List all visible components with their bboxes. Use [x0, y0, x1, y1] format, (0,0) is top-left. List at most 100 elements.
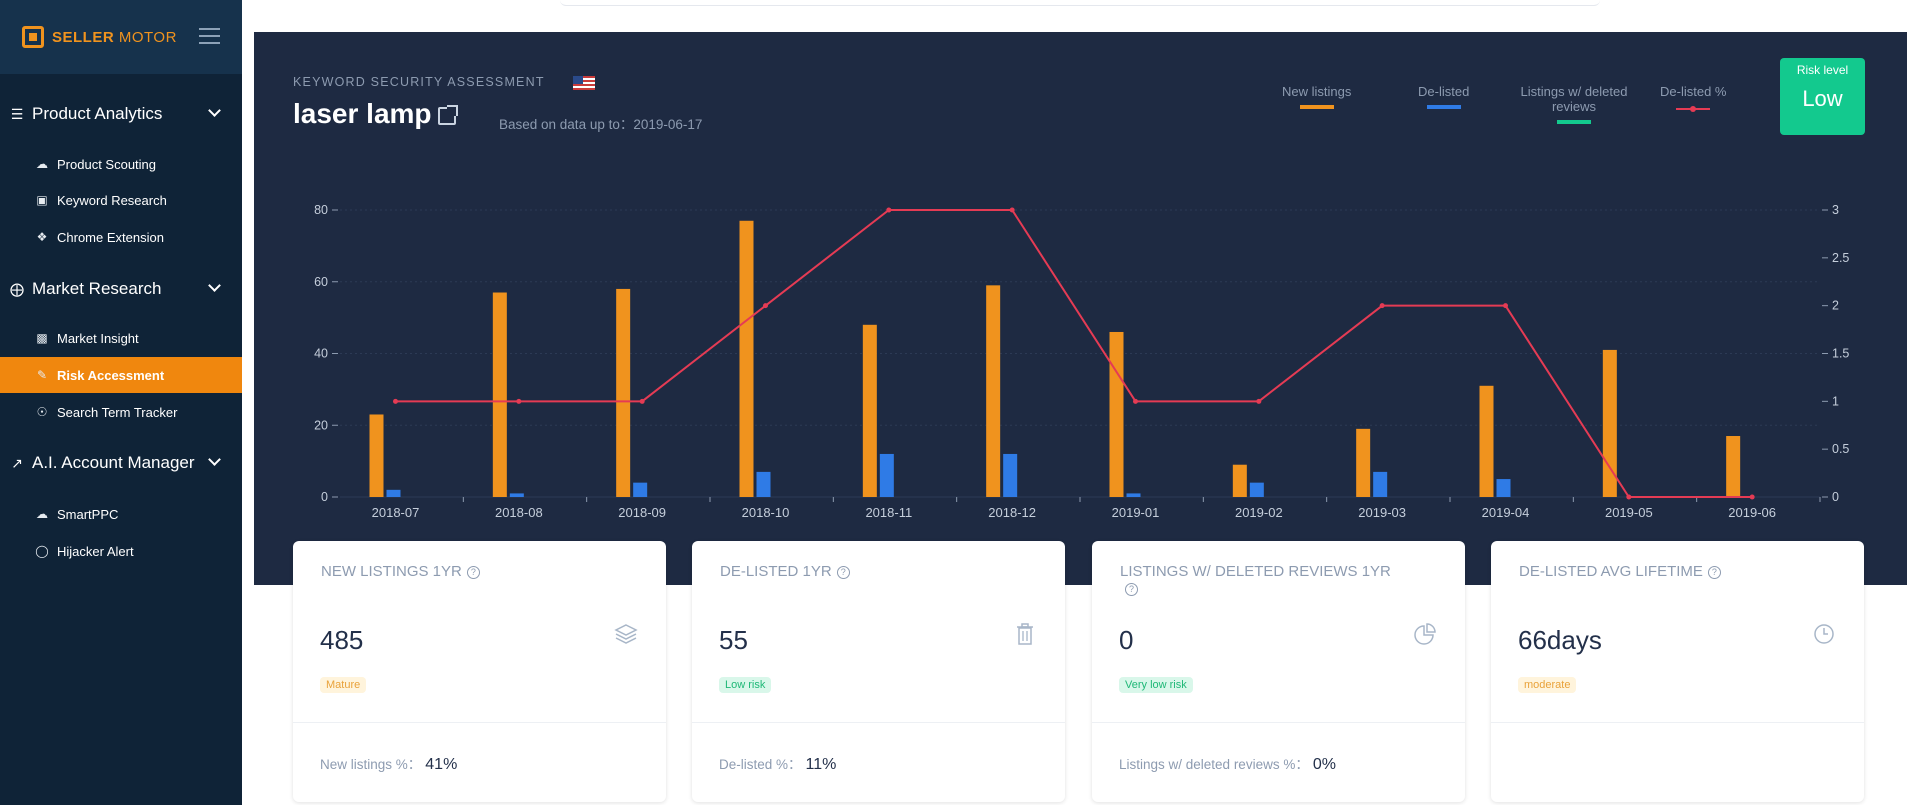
card-footer: New listings %： 41% — [320, 756, 458, 773]
sidebar-item-product-scouting[interactable]: ☁ Product Scouting — [0, 146, 242, 182]
sidebar-item-label: Chrome Extension — [57, 229, 164, 245]
legend-label: New listings — [1282, 84, 1352, 99]
sidebar-item-label: Hijacker Alert — [57, 543, 134, 559]
sidebar-section-market-research[interactable]: ⨁ Market Research — [0, 269, 242, 309]
menu-toggle-icon[interactable] — [199, 28, 220, 44]
x-tick-label: 2019-05 — [1605, 505, 1653, 520]
sidebar-item-label: Search Term Tracker — [57, 404, 178, 420]
pie-icon — [1414, 623, 1436, 645]
sidebar-item-chrome-extension[interactable]: ❖ Chrome Extension — [0, 219, 242, 255]
line-point — [886, 207, 892, 213]
legend-deleted-reviews[interactable]: Listings w/ deleted reviews — [1520, 84, 1628, 124]
sidebar: SELLER MOTOR ☰ Product Analytics ☁ Produ… — [0, 0, 242, 805]
risk-level-label: Risk level — [1796, 63, 1849, 77]
y-left-tick-label: 40 — [314, 347, 328, 361]
bar-de-listed — [879, 453, 894, 497]
chevron-down-icon — [208, 279, 221, 292]
bar-new-listings — [616, 288, 631, 497]
help-icon[interactable]: ? — [1707, 566, 1721, 579]
line-point — [1133, 398, 1138, 404]
status-badge: Mature — [320, 677, 367, 693]
keyword-title: laser lamp — [293, 98, 432, 129]
bar-de-listed — [1496, 479, 1511, 497]
status-badge: moderate — [1518, 677, 1577, 693]
image-search-icon: ▣ — [36, 193, 48, 207]
y-right-tick-label: 0 — [1832, 490, 1839, 504]
line-point — [1256, 398, 1262, 404]
legend-swatch — [1557, 120, 1591, 124]
sidebar-item-market-insight[interactable]: ▩ Market Insight — [0, 320, 242, 356]
list-search-icon: ☰ — [10, 105, 24, 122]
risk-level-value: Low — [1802, 86, 1843, 111]
x-tick-label: 2019-03 — [1358, 505, 1406, 520]
trend-up-icon: ↗ — [11, 454, 23, 471]
y-left-tick-label: 60 — [314, 275, 328, 289]
x-tick-label: 2019-04 — [1482, 505, 1530, 520]
card-deleted-reviews: LISTINGS W/ DELETED REVIEWS 1YR? 0 Very … — [1092, 541, 1465, 802]
bar-new-listings — [1232, 464, 1247, 497]
card-title: LISTINGS W/ DELETED REVIEWS 1YR? — [1120, 563, 1391, 596]
compass-icon: ⨁ — [10, 280, 24, 297]
sidebar-item-keyword-research[interactable]: ▣ Keyword Research — [0, 182, 242, 218]
sidebar-section-ai-account-manager[interactable]: ↗ A.I. Account Manager — [0, 443, 242, 483]
chevron-down-icon — [208, 453, 221, 466]
card-de-listed: DE-LISTED 1YR? 55 Low risk De-listed %： 1… — [692, 541, 1065, 802]
cloud-search-icon: ☁ — [36, 157, 48, 171]
bar-new-listings — [862, 324, 877, 497]
y-left-tick-label: 80 — [314, 203, 328, 217]
status-badge: Low risk — [719, 677, 772, 693]
brand-logo-icon — [22, 26, 44, 48]
sidebar-item-hijacker-alert[interactable]: ◯ Hijacker Alert — [0, 533, 242, 569]
y-left-tick-label: 20 — [314, 418, 328, 432]
card-value: 0 — [1119, 625, 1134, 655]
legend-new-listings[interactable]: New listings — [1282, 84, 1351, 109]
bar-new-listings — [369, 414, 384, 497]
sidebar-item-smartppc[interactable]: ☁ SmartPPC — [0, 496, 242, 532]
bar-new-listings — [1726, 436, 1741, 497]
card-footer: Listings w/ deleted reviews %： 0% — [1119, 756, 1336, 773]
sidebar-item-risk-accessment[interactable]: ✎ Risk Accessment — [0, 357, 242, 393]
line-point — [516, 398, 522, 404]
bar-de-listed — [756, 471, 771, 497]
card-divider — [692, 722, 1065, 723]
help-icon[interactable]: ? — [836, 566, 850, 579]
bar-new-listings — [1109, 331, 1124, 497]
external-link-icon[interactable] — [438, 105, 458, 125]
sidebar-item-label: Market Insight — [57, 330, 139, 346]
sidebar-section-label: Market Research — [32, 279, 162, 298]
sidebar-item-label: Risk Accessment — [57, 367, 165, 383]
legend-de-listed-pct[interactable]: De-listed % — [1660, 84, 1727, 112]
card-divider — [1092, 722, 1465, 723]
trash-icon — [1017, 623, 1033, 645]
bar-new-listings — [1356, 428, 1371, 497]
legend-de-listed[interactable]: De-listed — [1418, 84, 1469, 109]
bar-new-listings — [1479, 385, 1494, 497]
card-title: DE-LISTED AVG LIFETIME? — [1519, 563, 1799, 580]
brand-name[interactable]: SELLER MOTOR — [52, 29, 177, 46]
card-value: 485 — [320, 625, 364, 655]
cloud-icon: ☁ — [36, 507, 48, 521]
bar-de-listed — [386, 489, 401, 497]
x-tick-label: 2018-09 — [618, 505, 666, 520]
x-tick-label: 2018-10 — [742, 505, 790, 520]
line-point — [1379, 303, 1385, 309]
line-de-listed-pct — [395, 209, 1753, 498]
x-tick-label: 2018-12 — [988, 505, 1036, 520]
help-icon[interactable]: ? — [466, 566, 480, 579]
x-tick-label: 2019-01 — [1112, 505, 1160, 520]
legend-label: De-listed % — [1660, 84, 1727, 99]
help-icon[interactable]: ? — [1125, 583, 1138, 596]
sidebar-section-label: Product Analytics — [32, 104, 163, 123]
y-left-tick-label: 0 — [321, 490, 328, 504]
y-right-tick-label: 1 — [1832, 394, 1839, 408]
y-right-tick-label: 1.5 — [1832, 347, 1849, 361]
sidebar-item-label: SmartPPC — [57, 506, 119, 522]
sidebar-section-product-analytics[interactable]: ☰ Product Analytics — [0, 94, 242, 134]
line-point — [393, 398, 398, 404]
sidebar-item-search-term-tracker[interactable]: ☉ Search Term Tracker — [0, 394, 242, 430]
sidebar-section-label: A.I. Account Manager — [32, 453, 195, 472]
bar-de-listed — [1126, 493, 1141, 497]
tracker-icon: ☉ — [36, 405, 48, 419]
risk-level-badge: Risk level Low — [1780, 58, 1865, 135]
